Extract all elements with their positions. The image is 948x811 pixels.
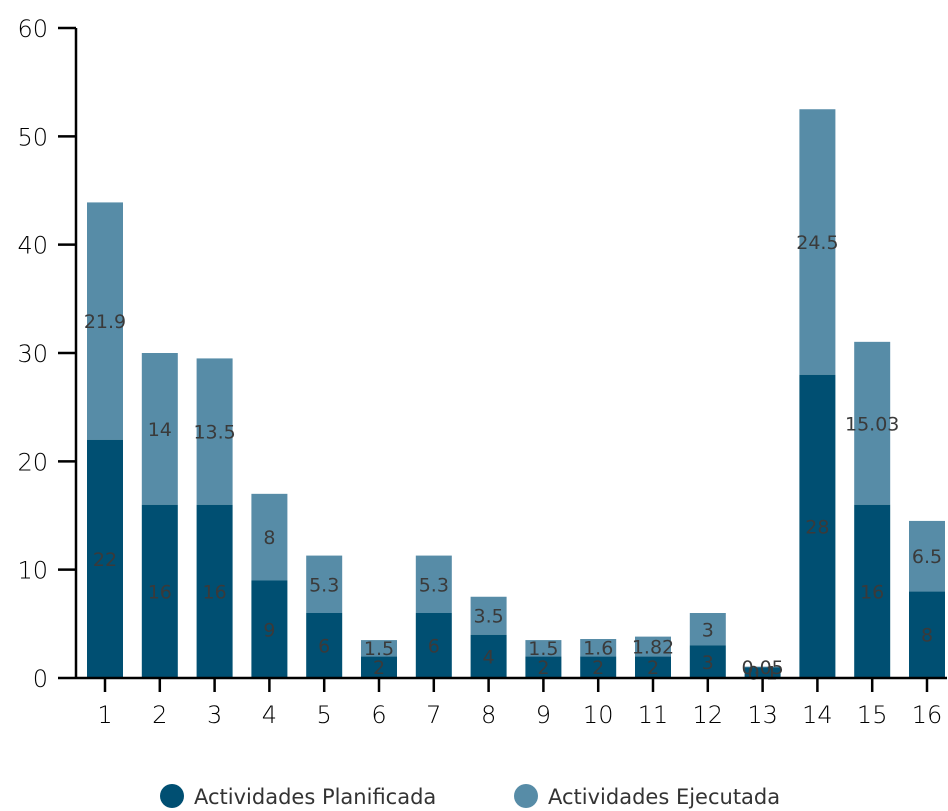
x-tick-label: 11 bbox=[638, 701, 669, 729]
data-label-planificada: 2 bbox=[373, 657, 385, 679]
bar-planificada bbox=[415, 613, 452, 678]
x-tick-label: 1 bbox=[97, 701, 112, 729]
x-axis-ticks: 1 2 3 4 5 6 7 8 9 10 11 12 13 14 15 16 bbox=[97, 678, 942, 729]
data-label-ejecutada: 3.5 bbox=[473, 606, 503, 628]
data-label-planificada: 28 bbox=[805, 516, 829, 538]
bar-ejecutada bbox=[580, 639, 617, 657]
bar-ejecutada bbox=[196, 358, 233, 505]
x-tick-label: 3 bbox=[207, 701, 222, 729]
x-tick-label: 13 bbox=[747, 701, 778, 729]
data-label-planificada: 6 bbox=[428, 636, 440, 658]
data-label-planificada: 4 bbox=[483, 646, 495, 668]
x-tick-label: 4 bbox=[262, 701, 277, 729]
bar-planificada bbox=[635, 656, 671, 678]
y-tick-label: 0 bbox=[33, 665, 48, 693]
bar-planificada bbox=[87, 439, 123, 678]
bar-ejecutada bbox=[744, 666, 781, 668]
bar-planificada bbox=[361, 656, 397, 678]
y-tick-label: 30 bbox=[17, 340, 48, 368]
bar-planificada bbox=[251, 580, 288, 678]
bar-ejecutada bbox=[361, 640, 397, 657]
data-label-ejecutada: 8 bbox=[263, 527, 275, 549]
legend-swatch bbox=[514, 784, 538, 808]
bar-planificada bbox=[141, 504, 178, 678]
y-axis-ticks: 0 10 20 30 40 50 60 bbox=[17, 15, 76, 693]
legend: Actividades Planificada Actividades Ejecu… bbox=[160, 784, 780, 809]
bar-ejecutada bbox=[635, 636, 671, 657]
x-tick-label: 10 bbox=[583, 701, 614, 729]
x-tick-label: 6 bbox=[371, 701, 386, 729]
bar-ejecutada bbox=[525, 640, 562, 657]
data-label-ejecutada: 6.5 bbox=[912, 546, 942, 568]
data-label-ejecutada: 1.82 bbox=[632, 636, 674, 658]
bar-ejecutada bbox=[909, 520, 945, 592]
data-label-ejecutada: 5.3 bbox=[309, 574, 339, 596]
data-label-ejecutada: 15.03 bbox=[845, 413, 899, 435]
data-label-ejecutada: 24.5 bbox=[796, 232, 838, 254]
bar-ejecutada bbox=[141, 353, 178, 505]
x-tick-label: 8 bbox=[481, 701, 496, 729]
bar-ejecutada bbox=[251, 493, 288, 581]
data-label-ejecutada: 13.5 bbox=[193, 422, 235, 444]
data-label-ejecutada: 0.05 bbox=[741, 657, 783, 679]
y-tick-label: 10 bbox=[17, 557, 48, 585]
y-tick-label: 60 bbox=[17, 15, 48, 43]
x-tick-label: 2 bbox=[152, 701, 167, 729]
data-label-planificada: 22 bbox=[93, 549, 117, 571]
bar-planificada bbox=[909, 591, 945, 678]
data-label-planificada: 9 bbox=[263, 619, 275, 641]
bar-planificada bbox=[854, 504, 891, 678]
bar-planificada bbox=[580, 656, 617, 678]
y-tick-label: 50 bbox=[17, 123, 48, 151]
data-label-ejecutada: 5.3 bbox=[419, 574, 449, 596]
data-label-ejecutada: 3 bbox=[702, 619, 714, 641]
data-label-planificada: 8 bbox=[921, 625, 933, 647]
legend-label: Actividades Planificada bbox=[194, 785, 436, 809]
x-tick-label: 14 bbox=[802, 701, 833, 729]
bar-ejecutada bbox=[415, 555, 452, 613]
bar-planificada bbox=[196, 504, 233, 678]
bar-ejecutada bbox=[306, 555, 343, 613]
data-label-ejecutada: 1.6 bbox=[583, 638, 613, 660]
bar-ejecutada bbox=[87, 202, 123, 440]
x-tick-label: 16 bbox=[912, 701, 943, 729]
bar-ejecutada bbox=[689, 613, 726, 646]
data-label-ejecutada: 14 bbox=[148, 419, 172, 441]
bar-planificada bbox=[744, 667, 781, 678]
data-label-ejecutada: 1.5 bbox=[364, 638, 394, 660]
bar-planificada bbox=[799, 374, 836, 678]
bar-planificada bbox=[525, 656, 562, 678]
data-label-planificada: 2 bbox=[537, 657, 549, 679]
bar-planificada bbox=[470, 634, 507, 678]
y-tick-label: 40 bbox=[17, 232, 48, 260]
data-label-planificada: 2 bbox=[647, 657, 659, 679]
data-label-planificada: 16 bbox=[148, 581, 172, 603]
x-tick-label: 5 bbox=[317, 701, 332, 729]
x-tick-label: 7 bbox=[426, 701, 441, 729]
data-label-ejecutada: 1.5 bbox=[528, 638, 558, 660]
y-tick-label: 20 bbox=[17, 448, 48, 476]
data-label-planificada: 2 bbox=[592, 657, 604, 679]
x-tick-label: 12 bbox=[693, 701, 724, 729]
data-label-planificada: 16 bbox=[203, 581, 227, 603]
bar-ejecutada bbox=[854, 341, 891, 505]
bar-ejecutada bbox=[470, 596, 507, 635]
legend-label: Actividades Ejecutada bbox=[548, 785, 780, 809]
bar-planificada bbox=[306, 613, 343, 678]
x-tick-label: 15 bbox=[857, 701, 888, 729]
bar-planificada bbox=[689, 645, 726, 678]
legend-swatch bbox=[160, 784, 184, 808]
data-label-planificada: 3 bbox=[702, 652, 714, 674]
x-tick-label: 9 bbox=[536, 701, 551, 729]
data-label-planificada: 16 bbox=[860, 581, 884, 603]
bar-ejecutada bbox=[799, 109, 836, 375]
data-label-ejecutada: 21.9 bbox=[84, 311, 126, 333]
data-label-planificada: 6 bbox=[318, 636, 330, 658]
